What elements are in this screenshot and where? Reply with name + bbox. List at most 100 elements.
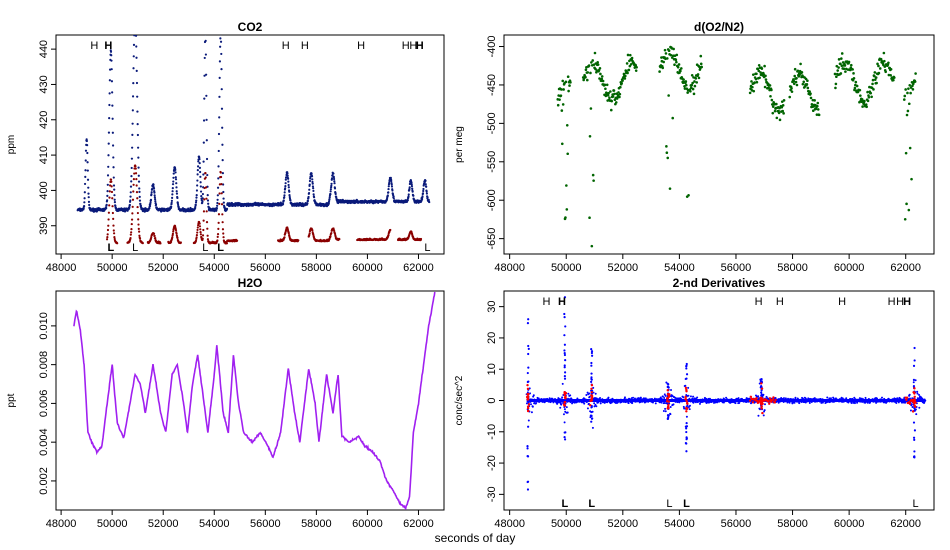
o2n2-point <box>834 82 838 86</box>
co2-point <box>426 196 429 199</box>
chart-title: d(O2/N2) <box>694 20 744 34</box>
o2n2-point <box>839 72 843 75</box>
co2-excess-point <box>108 196 111 199</box>
x-tick-label: 54000 <box>199 518 230 530</box>
deriv-point <box>881 396 884 399</box>
o2n2-point <box>599 72 602 76</box>
o2n2-point <box>671 116 675 120</box>
deriv-point <box>686 404 689 407</box>
deriv-spike-point <box>563 375 566 378</box>
y-tick-label: -500 <box>486 112 498 134</box>
deriv-point <box>676 401 679 404</box>
o2n2-point <box>844 70 847 73</box>
co2-excess-point <box>132 178 136 181</box>
co2-excess-point <box>134 172 138 175</box>
o2n2-point <box>849 63 853 67</box>
co2-excess-point <box>150 236 153 239</box>
co2-point <box>201 200 204 203</box>
co2-excess-point <box>199 228 202 231</box>
x-tick-label: 58000 <box>777 262 808 274</box>
deriv-spike-point <box>526 322 530 325</box>
x-tick-label: 62000 <box>403 262 434 274</box>
co2-excess-point <box>201 237 204 240</box>
co2-point <box>199 175 202 178</box>
co2-point <box>333 182 336 185</box>
o2n2-point <box>665 57 669 60</box>
co2-point <box>134 20 136 22</box>
co2-point <box>217 165 220 168</box>
deriv-spike-point <box>563 438 567 441</box>
o2n2-point <box>775 116 779 120</box>
y-axis-label: conc/sec^2 <box>454 375 465 425</box>
o2n2-point <box>750 80 753 83</box>
deriv-point-b <box>908 402 912 406</box>
o2n2-point <box>610 99 614 103</box>
co2-point <box>149 198 153 201</box>
co2-point <box>82 207 85 210</box>
co2-excess-point <box>108 204 111 207</box>
co2-point <box>387 185 390 188</box>
co2-excess-point <box>287 232 290 235</box>
deriv-point <box>592 386 595 389</box>
o2n2-point <box>780 105 784 109</box>
co2-point <box>216 194 219 197</box>
co2-point <box>201 197 204 200</box>
deriv-point <box>917 398 920 401</box>
co2-excess-point <box>221 221 224 224</box>
deriv-point <box>821 401 824 404</box>
co2-excess-point <box>132 190 135 193</box>
o2n2-point <box>909 91 912 95</box>
deriv-point <box>921 397 924 400</box>
co2-point <box>170 205 173 208</box>
deriv-point-b <box>684 397 687 401</box>
deriv-point <box>566 400 569 403</box>
co2-point <box>407 193 410 196</box>
deriv-point <box>864 398 867 401</box>
deriv-spike-point <box>527 352 530 356</box>
deriv-spike-point <box>684 441 687 445</box>
deriv-point <box>799 398 802 401</box>
co2-excess-point <box>137 227 140 230</box>
co2-point <box>218 76 221 79</box>
o2n2-point <box>805 82 809 86</box>
co2-point <box>149 201 152 204</box>
deriv-spike-point <box>685 422 688 425</box>
co2-excess-point <box>136 205 139 209</box>
co2-point <box>388 181 391 185</box>
o2n2-point <box>866 90 869 94</box>
o2n2-point <box>879 57 883 61</box>
o2n2-point <box>837 66 840 69</box>
deriv-point-b <box>768 402 771 405</box>
co2-point <box>174 168 177 172</box>
deriv-point <box>762 393 765 396</box>
peak-marker-low: L <box>683 498 690 510</box>
y-tick-label: 30 <box>486 301 498 313</box>
deriv-point-b <box>590 384 594 387</box>
peak-marker-low: L <box>132 242 138 254</box>
o2n2-point <box>696 73 700 76</box>
o2n2-point <box>775 102 778 106</box>
deriv-spike-point <box>526 488 530 491</box>
co2-point <box>283 194 286 197</box>
x-axis-label: seconds of day <box>435 531 516 545</box>
co2-point <box>175 182 178 185</box>
co2-excess-point <box>113 236 116 239</box>
deriv-point-b <box>760 405 763 408</box>
deriv-point <box>683 407 686 410</box>
deriv-point-b <box>685 388 688 391</box>
o2n2-point <box>855 84 859 88</box>
co2-point <box>154 198 157 201</box>
co2-point <box>107 131 111 134</box>
deriv-point-b <box>526 406 530 410</box>
deriv-point-b <box>773 401 777 404</box>
deriv-point-b <box>913 404 916 407</box>
co2-point <box>111 104 114 107</box>
co2-point <box>130 175 133 178</box>
deriv-point <box>777 398 780 401</box>
deriv-spike-point <box>590 372 593 375</box>
deriv-spike-point <box>667 383 670 386</box>
y-tick-label: 440 <box>38 40 50 58</box>
deriv-point <box>826 396 829 399</box>
o2n2-point <box>593 51 597 55</box>
o2n2-point <box>782 99 786 102</box>
